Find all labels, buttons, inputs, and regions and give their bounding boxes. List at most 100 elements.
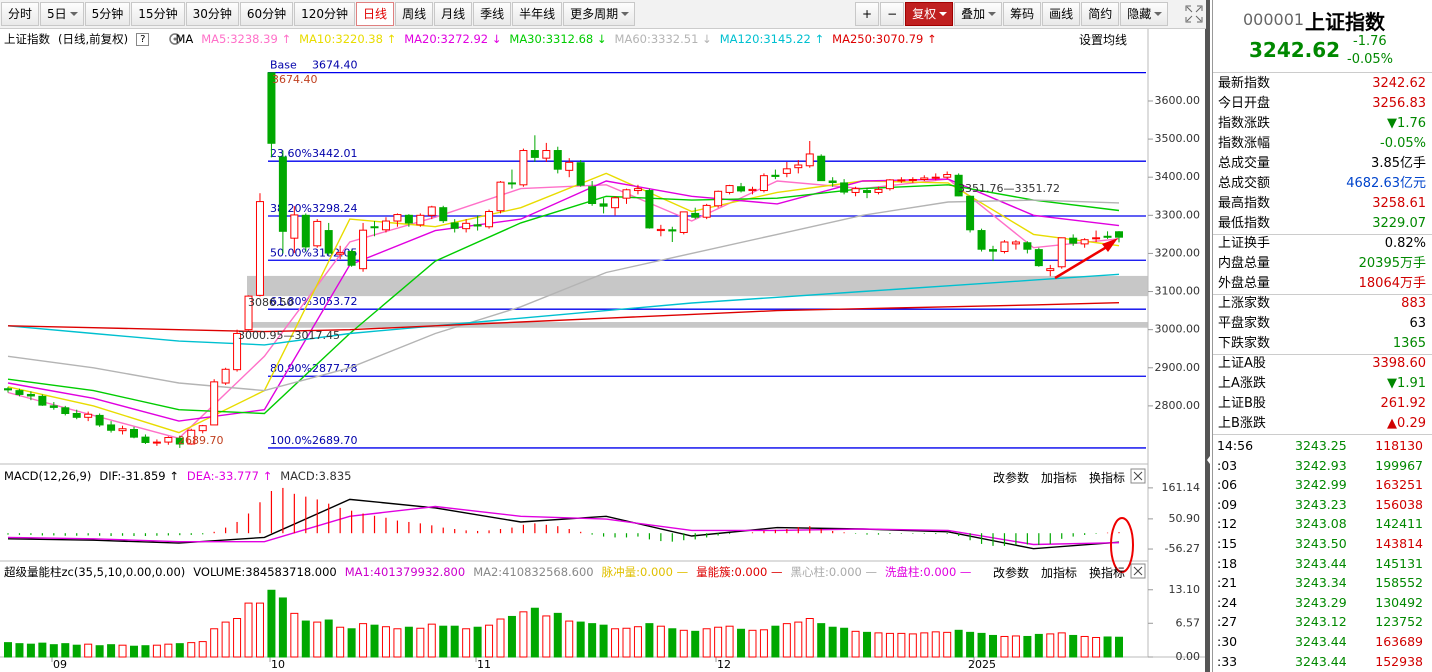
candle-body	[1011, 241, 1020, 245]
legend-entry: MA30:3312.68 ↓	[509, 32, 607, 46]
y-tick-label: 3500.00	[1155, 132, 1201, 145]
toolbar-button[interactable]: 月线	[434, 2, 473, 26]
fullscreen-icon[interactable]	[1184, 4, 1204, 24]
quote-row: 上A涨跌 ▼1.91	[1218, 374, 1426, 394]
candle-body	[943, 174, 952, 178]
toolbar-button[interactable]: 叠加	[954, 2, 1003, 26]
candle-body	[782, 168, 791, 174]
trade-row: :27 3243.12 123752	[1215, 612, 1429, 631]
toolbar-button[interactable]: 季线	[473, 2, 512, 26]
volume-bar	[26, 643, 35, 658]
toolbar-button[interactable]: 简约	[1081, 2, 1120, 26]
candle-body	[72, 413, 81, 418]
toolbar-button[interactable]: 半年线	[512, 2, 563, 26]
candle-body	[565, 161, 574, 171]
panel-button[interactable]: 改参数	[992, 566, 1029, 580]
toolbar-button[interactable]: 60分钟	[239, 2, 294, 26]
toolbar-button[interactable]: 30分钟	[185, 2, 239, 26]
x-tick-label: 11	[477, 658, 491, 671]
toolbar-button[interactable]: 周线	[395, 2, 434, 26]
trade-price: 3243.34	[1295, 575, 1347, 591]
quote-value: 4682.63亿元	[1346, 176, 1426, 191]
trade-time: :09	[1217, 496, 1238, 512]
trade-price: 3242.99	[1295, 477, 1347, 493]
legend-entry: MA250:3070.79 ↑	[832, 32, 937, 46]
candle-body	[519, 150, 528, 186]
quote-row: 上证A股 3398.60	[1218, 354, 1426, 374]
volume-bar	[1080, 635, 1089, 658]
quote-label: 上证换手	[1218, 236, 1271, 251]
quote-row: 内盘总量 20395万手	[1218, 254, 1426, 274]
quote-value: 63	[1409, 316, 1426, 331]
volume-bar	[233, 618, 242, 658]
trade-row: :21 3243.34 158552	[1215, 573, 1429, 592]
quote-row: 总成交量 3.85亿手	[1218, 154, 1426, 174]
volume-bar	[702, 628, 711, 658]
y-tick-label: 3000.00	[1155, 323, 1201, 336]
indicator-line	[7, 184, 1120, 415]
volume-bar	[210, 628, 219, 658]
gear-icon[interactable]	[169, 33, 181, 45]
volume-bar	[450, 625, 459, 658]
toolbar-button[interactable]: 日线	[356, 2, 395, 26]
candle-body	[313, 220, 322, 247]
volume-bar	[507, 615, 516, 658]
panel-button[interactable]: 加指标	[1040, 566, 1077, 580]
toolbar-button[interactable]: 隐藏	[1120, 2, 1169, 26]
toolbar-button[interactable]: 筹码	[1003, 2, 1042, 26]
volume-bar	[725, 625, 734, 658]
toolbar-button[interactable]: −	[880, 2, 905, 26]
panel-button[interactable]: 改参数	[992, 471, 1029, 485]
trade-row: :03 3242.93 199967	[1215, 456, 1429, 475]
volume-bar	[874, 632, 883, 658]
toolbar-button[interactable]: 更多周期	[563, 2, 636, 26]
candle-body	[931, 176, 940, 179]
volume-bar	[885, 632, 894, 658]
volume-header: 超级量能柱zc(35,5,10,0.00,0.00) VOLUME:3845837…	[4, 564, 971, 580]
candle-body	[370, 226, 379, 229]
toolbar-button[interactable]: 画线	[1042, 2, 1081, 26]
help-button[interactable]: ?	[136, 32, 150, 46]
toolbar-button[interactable]: 15分钟	[131, 2, 185, 26]
splitter[interactable]	[1205, 0, 1210, 672]
volume-bar	[530, 607, 539, 658]
panel-button[interactable]: 加指标	[1040, 471, 1077, 485]
candle-body	[324, 230, 333, 254]
indicator-line	[7, 178, 1120, 422]
toolbar-button[interactable]: 5分钟	[84, 2, 131, 26]
volume-bar	[668, 628, 677, 658]
volume-bar	[1011, 635, 1020, 658]
close-button[interactable]	[1130, 468, 1146, 484]
quote-row: 外盘总量 18064万手	[1218, 274, 1426, 294]
settings-button[interactable]: 设置均线	[1079, 33, 1128, 47]
quote-label: 总成交额	[1218, 176, 1271, 191]
candle-body	[496, 181, 505, 212]
panel-button[interactable]: 换指标	[1088, 566, 1125, 580]
toolbar-button[interactable]: +	[855, 2, 880, 26]
toolbar-button[interactable]: 分时	[1, 2, 40, 26]
trade-price: 3243.12	[1295, 614, 1347, 630]
quote-label: 上A涨跌	[1218, 376, 1266, 391]
candle-body	[1057, 237, 1066, 268]
trade-row: :33 3243.44 152938	[1215, 652, 1429, 671]
trade-time: :30	[1217, 634, 1238, 649]
close-button[interactable]	[1130, 563, 1146, 579]
candle-body	[1069, 237, 1078, 244]
toolbar-button[interactable]: 5日	[40, 2, 84, 26]
candle-body	[507, 182, 516, 185]
fib-value: 3053.72	[312, 295, 358, 308]
panel-button[interactable]: 换指标	[1088, 471, 1125, 485]
fib-value: 3674.40	[312, 59, 358, 72]
indicator-name: MA	[175, 32, 194, 46]
volume-bar	[336, 626, 345, 658]
quote-row: 指数涨跌 ▼1.76	[1218, 114, 1426, 134]
candle-body	[828, 180, 837, 184]
volume-bar	[931, 631, 940, 658]
volume-bar	[908, 633, 917, 658]
candle-body	[702, 204, 711, 218]
fib-label: 61.80%	[270, 295, 312, 308]
candle-body	[1103, 235, 1112, 238]
toolbar-button[interactable]: 复权	[905, 2, 954, 26]
chart-subtitle: (日线,前复权)	[58, 32, 129, 46]
toolbar-button[interactable]: 120分钟	[294, 2, 356, 26]
